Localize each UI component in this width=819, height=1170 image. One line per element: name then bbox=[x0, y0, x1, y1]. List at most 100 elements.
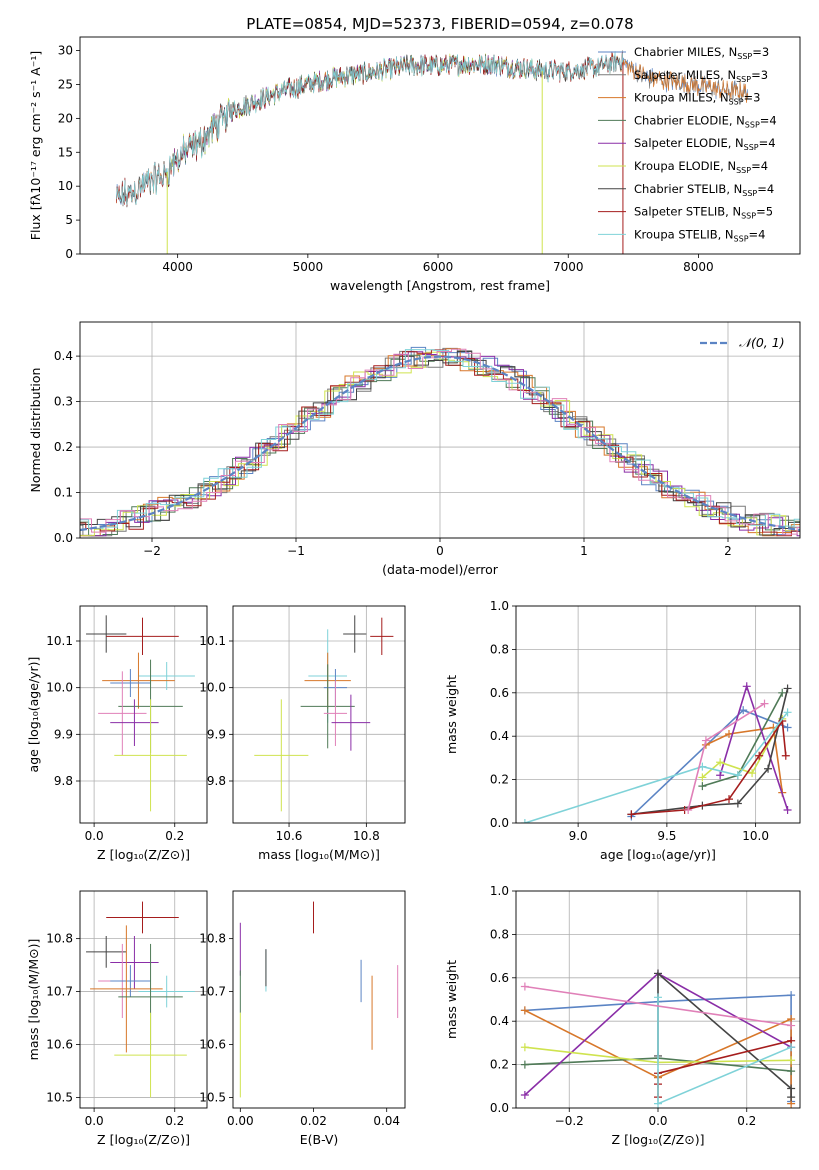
weight-marker-pink bbox=[701, 736, 710, 745]
legend-entry-sub: SSP bbox=[742, 189, 757, 198]
legend-entry-name: Chabrier STELIB, N bbox=[634, 182, 742, 196]
y-tick-label: 10.0 bbox=[199, 681, 226, 695]
y-axis-label: Normed distribution bbox=[28, 368, 43, 493]
x-tick-label: 10.6 bbox=[276, 829, 303, 843]
plot-area bbox=[86, 615, 195, 812]
weight-marker-salpeter_stelib bbox=[755, 751, 764, 760]
legend-entry-sub: SSP bbox=[736, 75, 751, 84]
weight-marker-chabrier_elodie bbox=[787, 1067, 796, 1076]
plot-area bbox=[80, 346, 800, 537]
axes-frame bbox=[515, 890, 801, 1109]
legend-entry-tail: =5 bbox=[756, 205, 773, 219]
weight-marker-salpeter_stelib bbox=[627, 810, 636, 819]
x-tick-label: 10.8 bbox=[353, 829, 380, 843]
legend-entry: Chabrier STELIB, NSSP=4 bbox=[634, 182, 774, 198]
y-tick-label: 9.8 bbox=[207, 774, 226, 788]
legend-entry-name: Salpeter STELIB, N bbox=[634, 205, 741, 219]
legend-entry-tail: =4 bbox=[759, 136, 776, 150]
legend-entry: Kroupa MILES, NSSP=3 bbox=[634, 91, 760, 107]
chart-panel-6: 0.0 0.2 10.5 10.6 10.7 10.8 Z [log₁₀(Z/Z⊙)] mas… bbox=[26, 890, 208, 1147]
axes-frame bbox=[79, 321, 801, 539]
legend-entry-tail: =3 bbox=[751, 68, 768, 82]
weight-marker-kroupa_stelib bbox=[783, 708, 792, 717]
y-tick-label: 0.2 bbox=[490, 1058, 509, 1072]
y-tick-label: 20 bbox=[58, 111, 73, 125]
y-tick-label: 0.4 bbox=[54, 349, 73, 363]
weight-marker-pink bbox=[787, 1021, 796, 1030]
y-axis-label: mass weight bbox=[444, 960, 459, 1039]
weight-marker-salpeter_stelib bbox=[781, 751, 790, 760]
y-tick-label: 30 bbox=[58, 44, 73, 58]
y-tick-label: 0.4 bbox=[490, 1014, 509, 1028]
weight-marker-pink bbox=[520, 982, 529, 991]
weight-marker-chabrier_elodie bbox=[778, 688, 787, 697]
chart-panel-7: 0.00 0.02 0.04 10.5 10.6 10.7 10.8 E(B-V) bbox=[199, 890, 406, 1147]
weight-marker-chabrier_elodie bbox=[698, 782, 707, 791]
legend-entry-tail: =4 bbox=[757, 182, 774, 196]
weight-marker-salpeter_stelib bbox=[725, 795, 733, 804]
legend-entry-tail: =3 bbox=[744, 91, 761, 105]
plot-area bbox=[254, 615, 394, 812]
weight-marker-kroupa_elodie bbox=[748, 769, 757, 778]
x-axis-label: E(B-V) bbox=[300, 1132, 339, 1147]
y-tick-label: 1.0 bbox=[490, 884, 509, 898]
y-tick-label: 9.9 bbox=[54, 727, 73, 741]
weight-line-kroupa_stelib bbox=[524, 711, 789, 823]
y-tick-label: 0.0 bbox=[54, 531, 73, 545]
x-tick-label: 1 bbox=[580, 544, 588, 558]
x-axis-label: age [log₁₀(age/yr)] bbox=[600, 847, 716, 862]
chart-panel-4: 10.6 10.8 9.8 9.9 10.0 10.1 mass [log₁₀(M/M⊙)] bbox=[199, 605, 406, 862]
y-tick-label: 10 bbox=[58, 179, 73, 193]
y-tick-label: 0.6 bbox=[490, 971, 509, 985]
legend-entry: Chabrier MILES, NSSP=3 bbox=[634, 45, 769, 61]
weight-marker-kroupa_stelib bbox=[733, 771, 742, 780]
x-tick-label: 8000 bbox=[683, 260, 714, 274]
y-axis-label: mass [log₁₀(M/M⊙)] bbox=[26, 939, 41, 1061]
legend-entry-sub: SSP bbox=[729, 98, 744, 107]
weight-marker-pink bbox=[684, 805, 693, 814]
chart-panel-1: 4000 5000 6000 7000 8000 0 5 10 15 20 25 30 waveleng… bbox=[28, 36, 801, 293]
x-tick-label: −2 bbox=[143, 544, 161, 558]
weight-marker-salpeter_elodie bbox=[783, 805, 792, 814]
chart-panel-5: 9.0 9.5 10.0 0.0 0.2 0.4 0.6 0.8 1.0 age [log₁₀(a… bbox=[444, 599, 801, 862]
hist-step-pink bbox=[80, 348, 800, 535]
y-tick-label: 10.5 bbox=[46, 1090, 73, 1104]
y-axis-label: Flux [fλ10⁻¹⁷ erg cm⁻² s⁻¹ A⁻¹] bbox=[28, 51, 43, 240]
weight-marker-kroupa_elodie bbox=[716, 758, 725, 767]
legend-entry-name: Salpeter MILES, N bbox=[634, 68, 736, 82]
legend-entry-sub: SSP bbox=[741, 212, 756, 221]
weight-marker-chabrier_miles bbox=[783, 723, 792, 732]
weight-line-pink bbox=[524, 985, 792, 1027]
x-tick-label: 0.02 bbox=[300, 1114, 327, 1128]
plot-area bbox=[520, 682, 792, 823]
x-axis-label: Z [log₁₀(Z/Z⊙)] bbox=[612, 1132, 705, 1147]
x-axis-label: wavelength [Angstrom, rest frame] bbox=[330, 278, 550, 293]
weight-line-salpeter_elodie bbox=[719, 683, 789, 811]
weight-line-kroupa_miles bbox=[705, 726, 784, 793]
y-tick-label: 10.1 bbox=[199, 634, 226, 648]
legend-entry: Salpeter STELIB, NSSP=5 bbox=[634, 205, 773, 221]
y-tick-label: 0.2 bbox=[490, 773, 509, 787]
hist-step-kroupa_miles bbox=[80, 348, 800, 537]
x-tick-label: −0.2 bbox=[555, 1114, 584, 1128]
x-tick-label: 9.0 bbox=[569, 829, 588, 843]
axes-frame bbox=[79, 36, 801, 255]
x-axis-label: Z [log₁₀(Z/Z⊙)] bbox=[97, 1132, 190, 1147]
gaussian-curve bbox=[80, 355, 800, 532]
y-tick-label: 0.4 bbox=[490, 729, 509, 743]
weight-line-kroupa_stelib bbox=[657, 997, 792, 1105]
legend-entry-name: Salpeter ELODIE, N bbox=[634, 136, 744, 150]
y-tick-label: 0.1 bbox=[54, 486, 73, 500]
weight-marker-kroupa_stelib bbox=[654, 993, 662, 1002]
weight-marker-chabrier_stelib bbox=[733, 799, 742, 808]
chart-panel-2: −2 −1 0 1 2 0.0 0.1 0.2 0.3 0.4 (data-model)/error… bbox=[28, 321, 801, 577]
x-tick-label: 0.2 bbox=[165, 829, 184, 843]
x-tick-label: 0.2 bbox=[165, 1114, 184, 1128]
y-tick-label: 10.8 bbox=[46, 932, 73, 946]
chart-title: PLATE=0854, MJD=52373, FIBERID=0594, z=0… bbox=[246, 15, 633, 33]
weight-marker-kroupa_elodie bbox=[787, 1056, 796, 1065]
plot-area bbox=[116, 50, 749, 254]
legend-entry: Kroupa STELIB, NSSP=4 bbox=[634, 227, 765, 243]
y-tick-label: 10.0 bbox=[46, 681, 73, 695]
gaussian-legend-label: 𝒩(0, 1) bbox=[739, 335, 785, 350]
